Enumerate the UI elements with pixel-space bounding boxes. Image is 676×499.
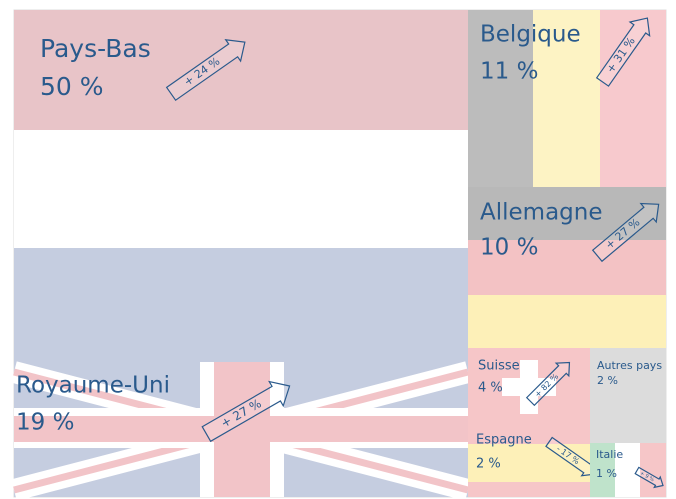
tile-share: 19 %	[16, 410, 74, 436]
flag-band	[14, 248, 468, 362]
arrow-shape	[201, 380, 291, 443]
tile-name: Pays-Bas	[40, 34, 151, 63]
flag-band	[468, 10, 533, 187]
arrow-shape	[595, 17, 651, 87]
tile-share: 4 %	[478, 381, 503, 396]
arrow-shape	[525, 361, 571, 407]
flag-band	[590, 443, 615, 497]
tile-share: 10 %	[480, 235, 538, 261]
arrow-shape	[591, 202, 660, 263]
flag-band	[615, 443, 640, 497]
arrow-shape	[165, 38, 246, 102]
tile-share: 11 %	[480, 59, 538, 85]
tile-name: Belgique	[480, 22, 581, 48]
tile-name: Allemagne	[480, 200, 603, 226]
tile-name: Autres pays	[597, 359, 662, 372]
flag-band	[14, 10, 468, 130]
flag-band	[590, 348, 666, 443]
tile-name: Espagne	[476, 433, 532, 448]
tile-share: 2 %	[476, 457, 501, 472]
flag-band	[533, 10, 600, 187]
tile-share: 1 %	[596, 467, 617, 480]
flag-band	[214, 362, 270, 497]
flag-band	[468, 295, 666, 348]
tile-name: Suisse	[478, 359, 520, 374]
arrow-shape	[634, 466, 664, 489]
tile-name: Italie	[596, 448, 623, 461]
flag-band	[468, 187, 666, 240]
flag-band	[14, 130, 468, 248]
tile-share: 2 %	[597, 374, 618, 387]
tile-name: Royaume-Uni	[16, 373, 170, 399]
flag-band	[468, 240, 666, 295]
tile-share: 50 %	[40, 72, 104, 101]
flag-band	[600, 10, 666, 187]
